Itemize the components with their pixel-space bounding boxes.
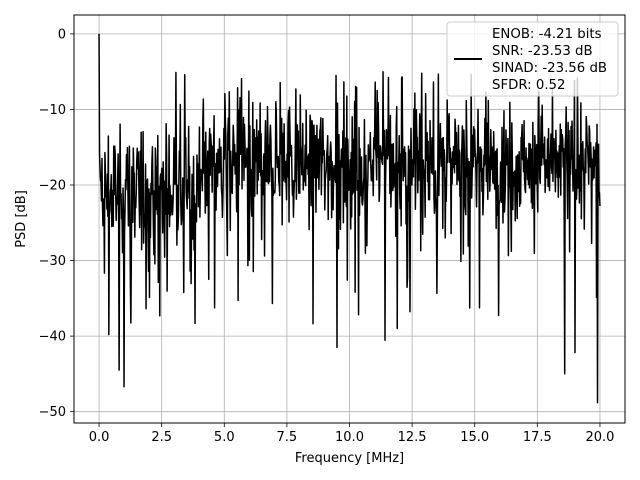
- x-tick-label: 2.5: [151, 430, 172, 445]
- psd-series-line: [98, 33, 601, 404]
- legend-snr: SNR: -23.53 dB: [492, 44, 593, 59]
- x-tick-label: 15.0: [460, 430, 489, 445]
- x-axis-label: Frequency [MHz]: [295, 451, 404, 466]
- plot-area: [98, 33, 601, 404]
- x-tick-label: 12.5: [398, 430, 427, 445]
- x-tick-label: 10.0: [335, 430, 364, 445]
- legend-box: [446, 21, 619, 97]
- x-tick-label: 20.0: [585, 430, 614, 445]
- y-tick-label: −50: [39, 405, 66, 420]
- legend-enob: ENOB: -4.21 bits: [492, 27, 602, 42]
- y-tick-label: 0: [58, 27, 66, 42]
- legend-sinad: SINAD: -23.56 dB: [492, 61, 607, 76]
- y-tick-label: −40: [39, 330, 66, 345]
- legend-sfdr: SFDR: 0.52: [492, 78, 565, 93]
- legend: ENOB: -4.21 bits SNR: -23.53 dB SINAD: -…: [446, 21, 619, 97]
- x-tick-label: 7.5: [277, 430, 298, 445]
- x-tick-label: 0.0: [89, 430, 110, 445]
- y-axis: 0 −10 −20 −30 −40 −50: [39, 27, 74, 420]
- x-axis: 0.0 2.5 5.0 7.5 10.0 12.5 15.0 17.5 20.0: [89, 423, 614, 445]
- y-tick-label: −20: [39, 179, 66, 194]
- x-tick-label: 17.5: [523, 430, 552, 445]
- y-tick-label: −10: [39, 103, 66, 118]
- y-axis-label: PSD [dB]: [14, 190, 29, 248]
- y-tick-label: −30: [39, 254, 66, 269]
- x-tick-label: 5.0: [214, 430, 235, 445]
